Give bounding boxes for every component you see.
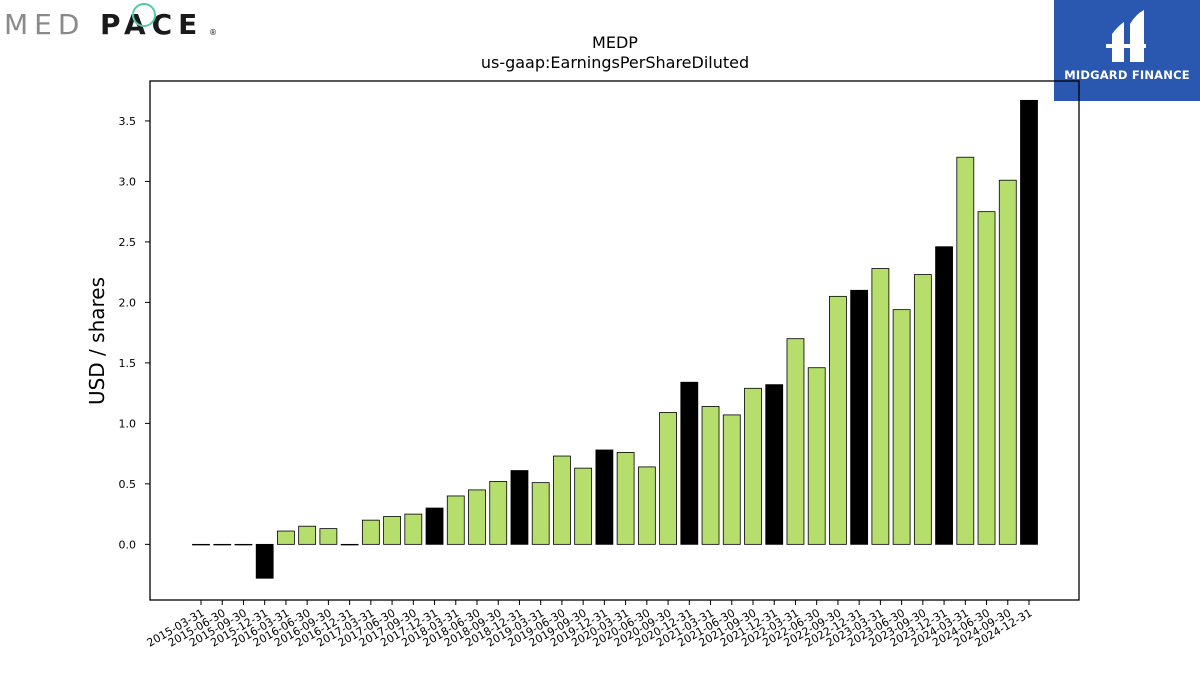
bar-2019-06-30 [553, 455, 571, 545]
bar-2024-09-30 [998, 179, 1017, 545]
bar-2021-06-30 [722, 414, 741, 545]
bar-2020-12-31 [680, 381, 699, 545]
bar-2024-03-31 [956, 156, 975, 545]
bar-2024-06-30 [977, 211, 996, 545]
y-tick-label: 0.0 [119, 538, 137, 551]
bar-2018-03-31 [446, 495, 465, 545]
bar-2017-03-31 [361, 519, 380, 545]
bar-2020-03-31 [616, 452, 635, 545]
bar-2022-06-30 [807, 367, 826, 545]
logo-swirl-icon [132, 3, 156, 27]
bars-group [192, 99, 1038, 579]
logo-text-light: MED [4, 8, 85, 41]
y-tick-label: 3.0 [119, 175, 137, 188]
bar-2024-12-31 [1020, 99, 1038, 545]
midgard-emblem-icon [1106, 10, 1146, 62]
chart-subtitle: us-gaap:EarningsPerShareDiluted [481, 53, 749, 72]
bar-2019-09-30 [574, 467, 593, 545]
bar-2022-12-31 [850, 289, 869, 545]
medpace-logo: MED PACE ® [4, 3, 217, 41]
logo-trademark: ® [209, 28, 217, 37]
bar-2021-09-30 [744, 387, 762, 545]
y-tick-label: 3.5 [119, 115, 137, 128]
bar-2018-12-31 [510, 470, 529, 545]
bar-2015-12-31 [255, 543, 274, 579]
y-tick-label: 1.0 [119, 417, 137, 430]
bar-2016-09-30 [319, 528, 338, 545]
midgard-finance-text: MIDGARD FINANCE [1064, 68, 1190, 82]
plot-frame [149, 80, 1080, 601]
bar-2020-09-30 [659, 412, 677, 545]
bar-2017-09-30 [404, 513, 423, 545]
y-tick-label: 1.5 [119, 357, 137, 370]
midgard-finance-logo: MIDGARD FINANCE [1054, 0, 1200, 101]
bar-2023-12-31 [935, 246, 953, 545]
bar-2021-12-31 [765, 384, 784, 545]
bar-2023-06-30 [892, 309, 911, 545]
bar-2022-09-30 [829, 295, 847, 545]
bar-2021-03-31 [701, 406, 720, 545]
bar-2016-03-31 [277, 530, 295, 545]
y-tick-label: 0.5 [119, 478, 137, 491]
bar-2023-09-30 [913, 274, 932, 545]
bar-2017-12-31 [425, 507, 444, 545]
y-tick-label: 2.5 [119, 236, 137, 249]
bar-2022-03-31 [786, 338, 805, 545]
bar-2015-06-30 [213, 543, 232, 546]
y-ticks-group: 0.0 0.5 1.0 1.5 2.0 2.5 3.0 3.5 [119, 115, 150, 551]
bar-2020-06-30 [637, 466, 656, 545]
y-tick-label: 2.0 [119, 296, 137, 309]
bar-2019-12-31 [595, 449, 614, 545]
bar-2018-06-30 [468, 489, 486, 545]
bar-2016-06-30 [298, 525, 317, 545]
chart-title: MEDP [592, 33, 638, 52]
bar-2015-03-31 [192, 543, 210, 546]
x-ticks-group: 2015-03-312015-06-302015-09-302015-12-31… [145, 600, 1035, 650]
bar-2015-09-30 [234, 543, 253, 546]
bar-2018-09-30 [489, 481, 508, 545]
bar-2023-03-31 [871, 268, 890, 545]
bar-2019-03-31 [531, 482, 550, 545]
bar-2016-12-31 [340, 543, 359, 546]
y-axis-label: USD / shares [85, 277, 109, 405]
bar-2017-06-30 [383, 516, 401, 545]
